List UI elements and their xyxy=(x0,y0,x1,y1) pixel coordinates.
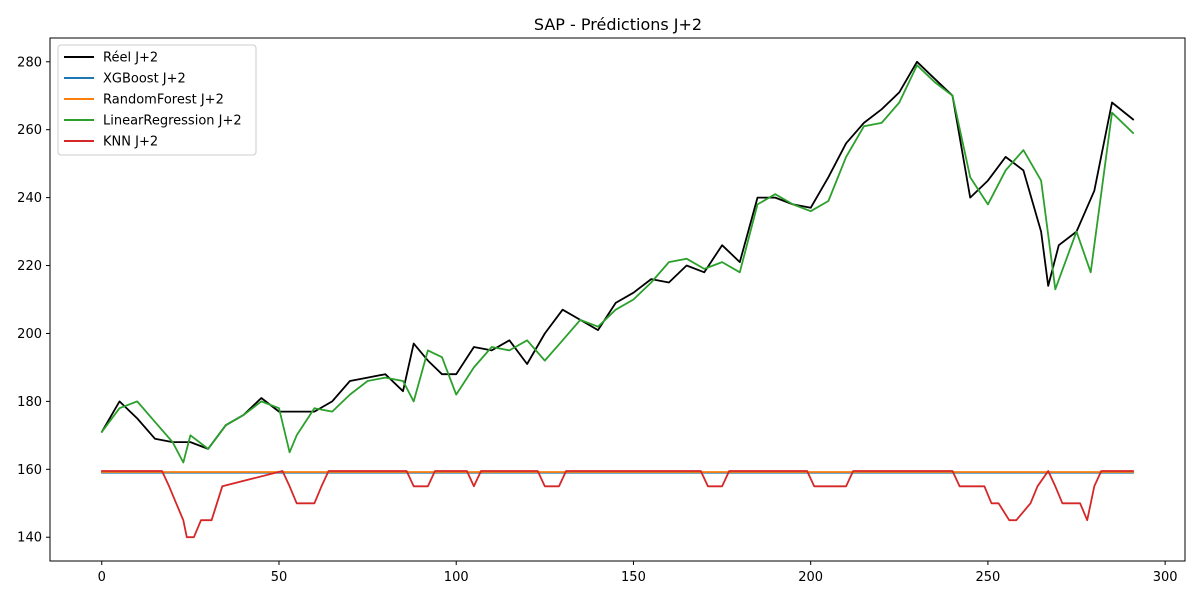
x-tick-label: 50 xyxy=(271,570,288,585)
x-tick-label: 100 xyxy=(444,570,469,585)
legend-label: RandomForest J+2 xyxy=(103,93,224,108)
legend: Réel J+2 XGBoost J+2 RandomForest J+2 Linea… xyxy=(57,44,257,156)
y-tick-label: 260 xyxy=(17,123,42,138)
x-tick-label: 200 xyxy=(798,570,823,585)
x-axis: 0 50 100 150 200 250 300 xyxy=(98,561,1178,585)
y-tick-label: 180 xyxy=(17,395,42,410)
y-tick-label: 200 xyxy=(17,327,42,342)
series-line-3 xyxy=(100,64,1135,464)
series-line-4 xyxy=(100,470,1135,539)
y-tick-label: 140 xyxy=(17,531,42,546)
y-tick-label: 220 xyxy=(17,259,42,274)
chart-title: SAP - Prédictions J+2 xyxy=(534,15,702,34)
legend-label: XGBoost J+2 xyxy=(103,72,186,87)
x-tick-label: 150 xyxy=(621,570,646,585)
x-tick-label: 0 xyxy=(98,570,106,585)
y-tick-label: 280 xyxy=(17,55,42,70)
legend-label: LinearRegression J+2 xyxy=(103,114,242,129)
legend-label: Réel J+2 xyxy=(103,51,158,66)
y-tick-label: 240 xyxy=(17,191,42,206)
legend-box xyxy=(57,44,257,156)
plot-area xyxy=(49,37,1186,562)
legend-label: KNN J+2 xyxy=(103,135,158,150)
series-group xyxy=(100,60,1135,539)
x-tick-label: 250 xyxy=(976,570,1001,585)
y-tick-label: 160 xyxy=(17,463,42,478)
y-axis: 140 160 180 200 220 240 260 280 xyxy=(17,55,50,546)
plot-frame xyxy=(49,37,1186,562)
x-tick-label: 300 xyxy=(1153,570,1178,585)
